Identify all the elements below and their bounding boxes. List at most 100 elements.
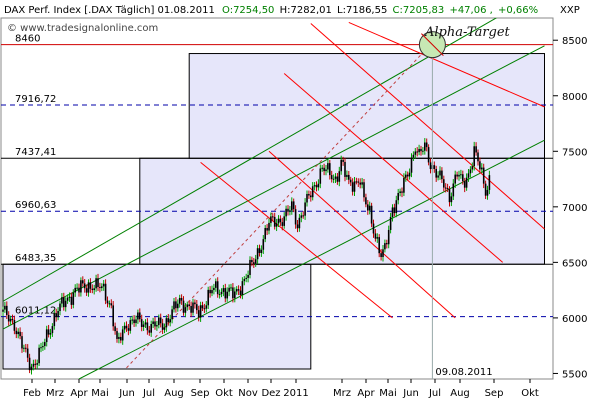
candle-body bbox=[169, 319, 171, 323]
x-tick-label: Nov bbox=[238, 388, 258, 399]
candle-body bbox=[167, 318, 170, 323]
candle-body bbox=[486, 189, 489, 196]
candle-body bbox=[91, 288, 94, 291]
candle-body bbox=[2, 309, 4, 312]
candle-body bbox=[154, 321, 156, 327]
candle-body bbox=[386, 243, 388, 245]
candle-body bbox=[395, 200, 398, 214]
candle-body bbox=[302, 215, 304, 217]
candle-body bbox=[300, 215, 303, 218]
candle-body bbox=[446, 188, 449, 190]
candle-body bbox=[467, 173, 470, 178]
y-tick-label: 6500 bbox=[562, 258, 587, 269]
candle-body bbox=[25, 347, 27, 349]
candle-body bbox=[59, 303, 61, 312]
candle-body bbox=[78, 287, 80, 293]
candle-body bbox=[203, 308, 206, 310]
candle-body bbox=[114, 326, 116, 332]
x-tick-label: Mai bbox=[91, 388, 109, 399]
candle-body bbox=[34, 363, 37, 365]
candle-body bbox=[17, 331, 19, 335]
x-tick-label: Jul bbox=[428, 388, 441, 399]
candle-body bbox=[108, 303, 111, 305]
candle-body bbox=[36, 363, 38, 365]
fan-line-3 bbox=[283, 73, 504, 263]
candle-body bbox=[363, 182, 365, 198]
alpha-target-label: Alpha-Target bbox=[424, 25, 511, 40]
candle-body bbox=[85, 288, 88, 293]
candle-body bbox=[481, 167, 483, 170]
candle-body bbox=[9, 318, 12, 322]
candle-body bbox=[270, 216, 272, 223]
x-tick-label: Okt bbox=[521, 388, 539, 399]
candle-body bbox=[19, 331, 21, 337]
candle-body bbox=[346, 174, 348, 177]
candle-body bbox=[70, 296, 73, 305]
candle-body bbox=[21, 336, 23, 349]
candle-body bbox=[475, 146, 477, 153]
candle-body bbox=[53, 313, 56, 327]
candle-body bbox=[150, 323, 152, 333]
candle-body bbox=[456, 174, 458, 177]
candle-body bbox=[180, 297, 183, 301]
candle-body bbox=[51, 326, 54, 334]
y-tick-label: 6000 bbox=[562, 314, 587, 325]
candle-body bbox=[15, 330, 18, 335]
candle-body bbox=[310, 195, 312, 198]
fan-line-2 bbox=[268, 150, 456, 319]
fan-line-5 bbox=[348, 21, 545, 108]
candle-body bbox=[488, 175, 491, 190]
candle-body bbox=[220, 291, 223, 295]
candle-body bbox=[287, 208, 289, 212]
candle-body bbox=[249, 259, 251, 275]
candle-body bbox=[292, 201, 295, 210]
candle-body bbox=[178, 297, 181, 304]
candle-body bbox=[401, 191, 403, 193]
candle-body bbox=[194, 302, 196, 305]
candle-body bbox=[376, 237, 379, 239]
candle-body bbox=[273, 216, 276, 227]
candle-body bbox=[452, 183, 455, 197]
candle-body bbox=[55, 313, 57, 318]
candle-body bbox=[311, 186, 314, 198]
candle-body bbox=[441, 170, 443, 180]
candle-body bbox=[266, 228, 268, 231]
candle-body bbox=[254, 259, 257, 264]
candle-body bbox=[327, 163, 329, 170]
candle-body bbox=[306, 193, 308, 203]
candle-body bbox=[460, 174, 462, 176]
candle-body bbox=[313, 185, 316, 187]
candle-body bbox=[437, 175, 439, 178]
candle-body bbox=[351, 182, 354, 192]
candle-body bbox=[188, 304, 190, 306]
xxp-label: XXP bbox=[560, 5, 580, 16]
candle-body bbox=[6, 305, 8, 315]
candle-body bbox=[253, 262, 255, 264]
candle-body bbox=[241, 281, 244, 296]
candle-body bbox=[89, 282, 92, 289]
candle-body bbox=[93, 288, 95, 291]
candle-body bbox=[66, 297, 69, 301]
candle-body bbox=[384, 243, 386, 250]
candle-body bbox=[13, 320, 16, 331]
candle-body bbox=[83, 283, 86, 289]
candle-body bbox=[61, 297, 63, 304]
candle-body bbox=[374, 233, 377, 239]
candle-body bbox=[235, 289, 238, 292]
candle-body bbox=[370, 205, 373, 224]
x-tick-label: Apr bbox=[70, 388, 88, 399]
candle-body bbox=[279, 218, 282, 223]
candle-body bbox=[26, 348, 29, 358]
candle-body bbox=[247, 274, 249, 278]
channel-line-2 bbox=[2, 45, 545, 330]
candle-body bbox=[448, 189, 451, 203]
candle-body bbox=[258, 248, 261, 253]
candle-body bbox=[186, 304, 189, 308]
candle-body bbox=[251, 259, 253, 263]
level-label-2: 7916,72 bbox=[15, 94, 56, 105]
candle-body bbox=[469, 169, 472, 174]
candle-body bbox=[321, 167, 323, 169]
candle-body bbox=[277, 218, 280, 224]
candle-body bbox=[40, 347, 42, 349]
candle-body bbox=[165, 318, 168, 328]
